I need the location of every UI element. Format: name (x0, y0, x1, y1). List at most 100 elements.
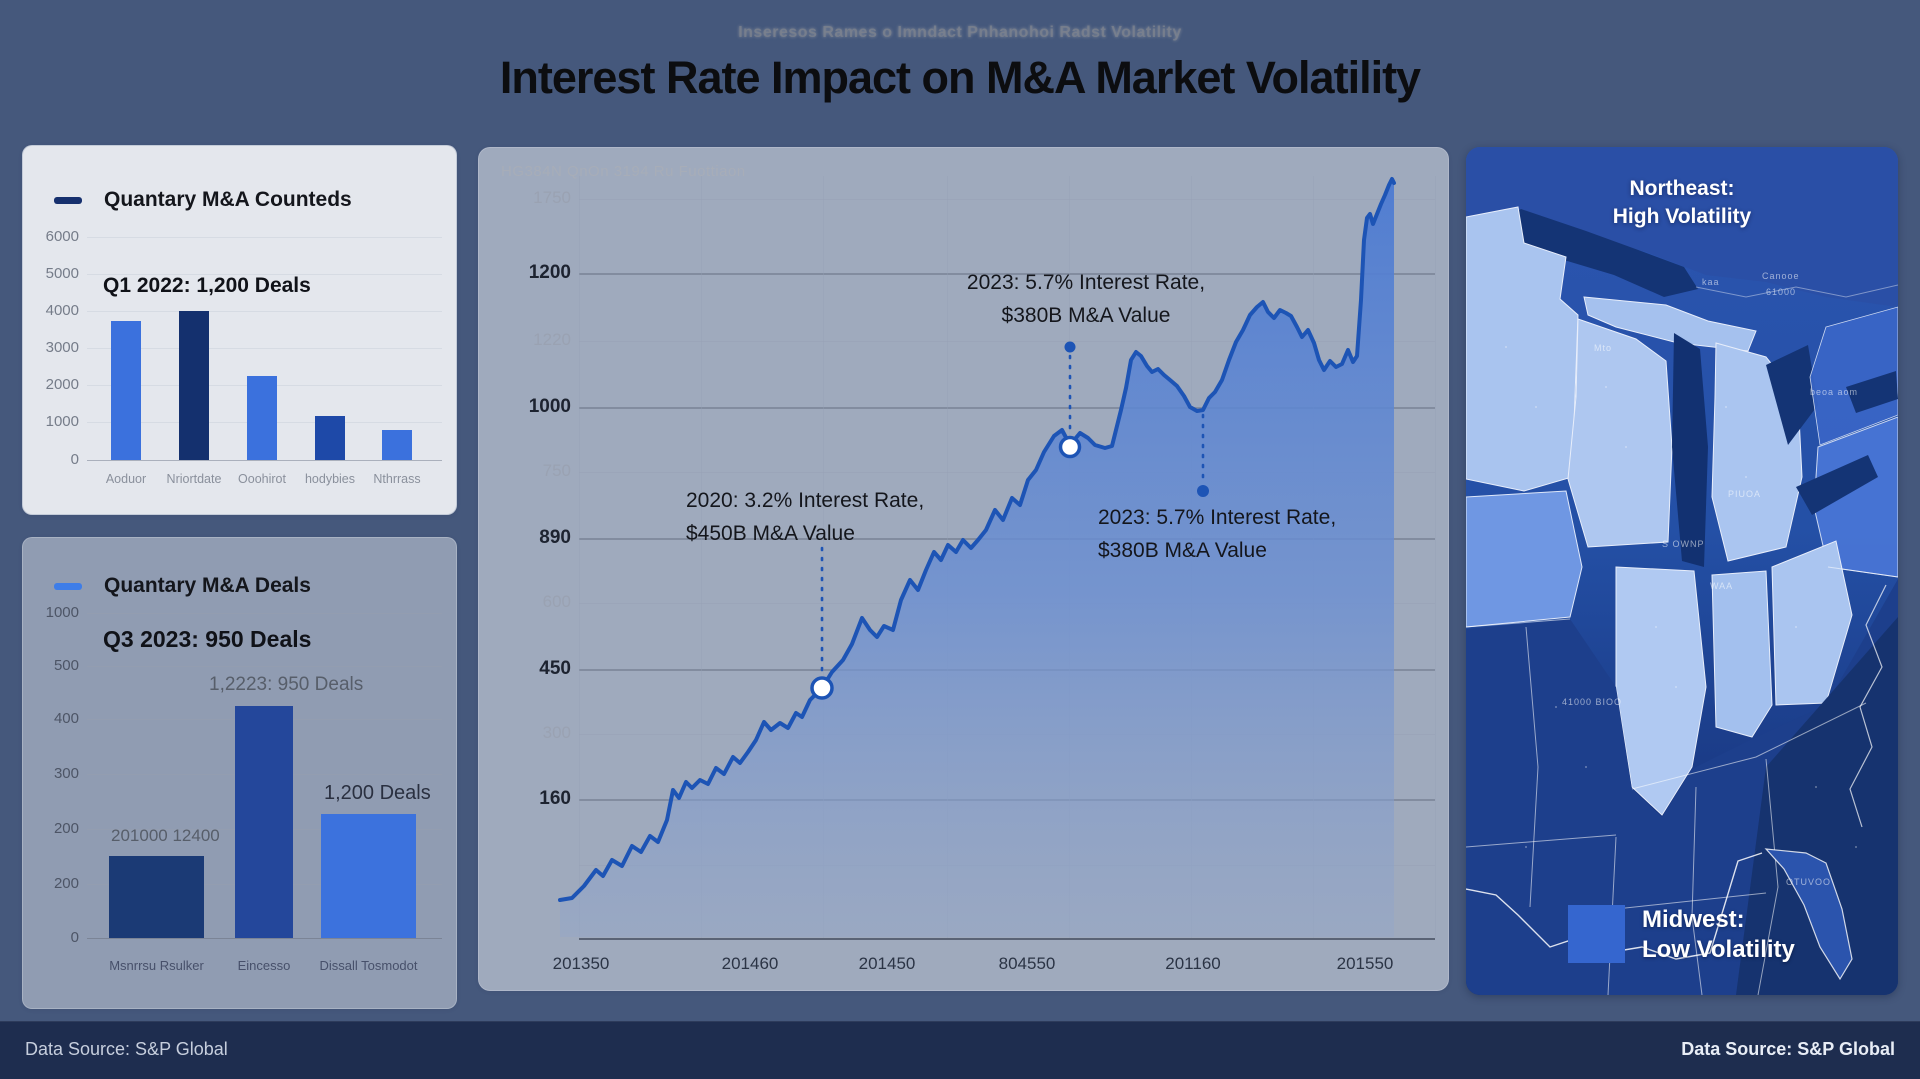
x-category-label: Dissall Tosmodot (319, 958, 418, 973)
chart2-plot: 1000 500 400 300 200 200 0 Msnrrsu Rsulker Eince… (23, 538, 456, 1008)
y-tick-label: 750 (542, 461, 571, 480)
chart1-annotation: Q1 2022: 1,200 Deals (103, 274, 311, 297)
annotation-2023-right: 2023: 5.7% Interest Rate, $380B M&A Valu… (1098, 506, 1337, 562)
gridline (87, 460, 442, 461)
map-micro-label: WAA (1710, 581, 1734, 591)
map-lake-ontario (1846, 371, 1898, 413)
y-tick-label: 1220 (533, 330, 571, 349)
map-micro-label: beoa aom (1810, 387, 1859, 397)
legend-dash-icon (54, 196, 82, 204)
gridline (579, 799, 1435, 801)
x-category-label: Nthrrass (373, 472, 421, 486)
bar (315, 416, 345, 460)
gridline (579, 734, 1435, 735)
x-tick-label: 201460 (721, 954, 779, 973)
y-tick-label: 0 (70, 451, 79, 468)
gridline-vertical (701, 176, 702, 938)
map-legend-swatch (1568, 905, 1625, 963)
map-state-iowa (1466, 490, 1583, 628)
bar (321, 814, 416, 938)
y-tick-label: 4000 (45, 302, 79, 319)
x-category-label: Nriortdate (166, 472, 222, 486)
map-state-ohio (1771, 540, 1853, 706)
y-tick-label: 600 (542, 592, 571, 611)
y-tick-label: 1000 (45, 413, 79, 430)
annotation-2023-top: 2023: 5.7% Interest Rate, $380B M&A Valu… (966, 271, 1206, 327)
gridline (579, 407, 1435, 409)
y-tick-label: 1750 (533, 188, 571, 207)
map-micro-label: kaa (1702, 277, 1720, 287)
x-tick-label: 804550 (998, 954, 1056, 973)
gridline (87, 311, 442, 312)
gridline (579, 603, 1435, 604)
chart2-bar1-label: 201000 12400 (111, 826, 220, 845)
map-canada-region (1466, 147, 1898, 307)
bar (235, 706, 293, 938)
y-tick-label: 300 (542, 723, 571, 742)
chart2-annotation: Q3 2023: 950 Deals (103, 626, 312, 652)
map-micro-label: 41000 BIOO (1562, 697, 1623, 707)
map-southeast-region (1736, 617, 1898, 995)
map-state-borders (1466, 566, 1898, 995)
data-source-right: Data Source: S&P Global (1681, 1039, 1895, 1059)
chart1-legend-label: Quantary M&A Counteds (104, 188, 352, 211)
gridline (87, 613, 442, 614)
map-micro-label: S OWNP (1662, 539, 1705, 549)
map-state-illinois (1615, 566, 1707, 816)
regional-volatility-map-panel: Northeast: High Volatility Midwest: Low … (1466, 147, 1898, 995)
map-texture-dots (1505, 346, 1857, 848)
gridline-vertical (1435, 176, 1436, 938)
chart1-legend: Quantary M&A Counteds (54, 188, 352, 212)
y-tick-label: 200 (53, 875, 79, 892)
y-tick-label: 200 (53, 820, 79, 837)
y-tick-label: 1200 (528, 262, 571, 283)
chart2-bar3-label: 1,200 Deals (324, 782, 431, 804)
y-tick-label: 400 (53, 710, 79, 727)
quarterly-deals-panel: Quantary M&A Deals Q3 2023: 950 Deals 1,… (22, 537, 457, 1009)
x-category-label: Msnrrsu Rsulker (109, 958, 204, 973)
y-tick-label: 300 (53, 765, 79, 782)
data-source-left: Data Source: S&P Global (25, 1039, 228, 1059)
x-tick-label: 201450 (858, 954, 916, 973)
x-category-label: Eincesso (237, 958, 291, 973)
legend-dash-icon (54, 582, 82, 590)
bar (179, 311, 209, 460)
map-state-indiana (1711, 570, 1773, 738)
gridline (87, 666, 442, 667)
map-lake-michigan (1672, 333, 1708, 567)
map-state-minnesota (1466, 206, 1579, 492)
y-tick-label: 1000 (528, 396, 571, 417)
trend-chart-ghost-title: HG384N QnOn 3194 Ru Fuottiaon (501, 163, 746, 180)
gridline (579, 341, 1435, 342)
map-micro-label: OTUVOO (1786, 877, 1832, 887)
gridline-vertical (579, 176, 580, 938)
gridline (579, 199, 1435, 200)
map-state-florida (1764, 848, 1853, 981)
chart1-plot: 6000 5000 4000 3000 2000 1000 0 Aoduor Nriortdat… (23, 146, 456, 514)
bar (111, 321, 141, 460)
chart2-legend-label: Quantary M&A Deals (104, 574, 311, 597)
y-tick-label: 1000 (45, 604, 79, 621)
map-micro-label: PIUOA (1728, 489, 1762, 499)
map-east-coastline (1849, 584, 1887, 828)
gridline (87, 348, 442, 349)
map-title: Northeast: High Volatility (1612, 177, 1752, 228)
page-title: Interest Rate Impact on M&A Market Volat… (499, 52, 1421, 103)
ghost-subtitle: Inseresos Rames o Imndact Pnhanohoi Rads… (738, 24, 1182, 41)
map-state-wisconsin (1567, 318, 1673, 548)
bar (247, 376, 277, 460)
gridline (579, 472, 1435, 473)
gridline (87, 938, 442, 939)
chart2-legend: Quantary M&A Deals (54, 574, 311, 598)
map-micro-label: Mto (1594, 343, 1613, 353)
map-state-newyork (1809, 306, 1898, 446)
map-lake-erie (1796, 455, 1878, 515)
y-tick-label: 890 (539, 527, 571, 548)
map-micro-label: 61000 (1766, 287, 1797, 297)
y-tick-label: 450 (539, 658, 571, 679)
gridline (87, 274, 442, 275)
chart2-bar2-label: 1,2223: 950 Deals (209, 674, 364, 695)
bar (109, 856, 204, 938)
map-micro-label: Canooe (1762, 271, 1800, 281)
